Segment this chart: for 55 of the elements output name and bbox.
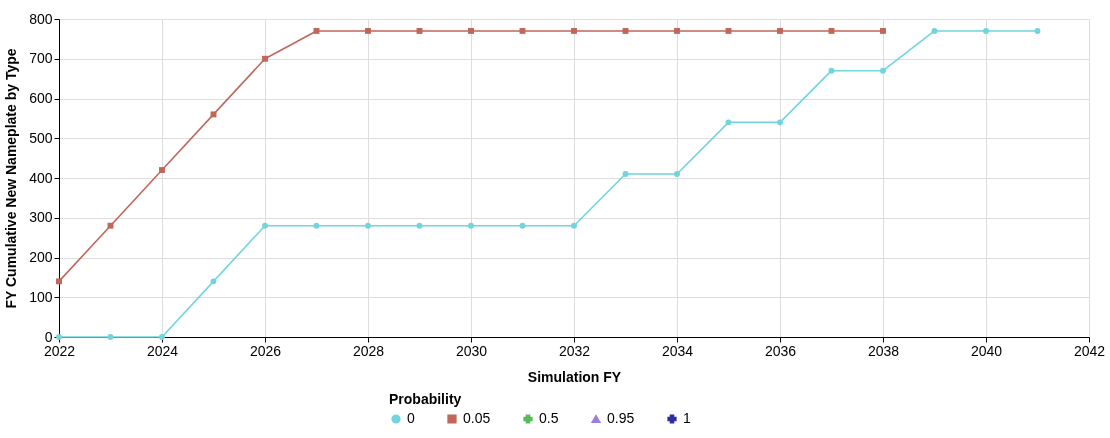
y-tick-label: 400 bbox=[29, 169, 53, 186]
y-tick-label: 600 bbox=[29, 90, 53, 106]
point bbox=[777, 27, 783, 34]
legend-label: 0.05 bbox=[463, 410, 491, 426]
x-tick-label: 2022 bbox=[43, 342, 76, 359]
point bbox=[416, 222, 423, 229]
point bbox=[365, 222, 371, 229]
x-tick-label: 2042 bbox=[1073, 342, 1106, 359]
legend-label: 0 bbox=[407, 410, 415, 426]
point bbox=[159, 167, 165, 174]
point bbox=[262, 55, 268, 62]
point bbox=[880, 27, 886, 34]
y-tick-label: 800 bbox=[29, 10, 53, 27]
legend-label: 0.95 bbox=[607, 410, 635, 426]
point bbox=[777, 119, 783, 126]
point bbox=[622, 171, 629, 177]
point bbox=[674, 27, 680, 34]
point bbox=[107, 334, 114, 340]
y-tick-label: 0 bbox=[44, 328, 53, 345]
point bbox=[210, 278, 217, 285]
point bbox=[313, 222, 320, 229]
point bbox=[56, 278, 62, 285]
x-tick-label: 2028 bbox=[352, 342, 385, 359]
point bbox=[468, 27, 474, 34]
point bbox=[262, 222, 268, 229]
point bbox=[880, 67, 886, 74]
legend-title: Probability bbox=[389, 391, 462, 407]
x-tick-label: 2024 bbox=[146, 342, 179, 359]
y-tick-label: 500 bbox=[29, 129, 53, 146]
x-tick-label: 2038 bbox=[867, 342, 900, 359]
point bbox=[365, 27, 371, 34]
x-tick-label: 2030 bbox=[455, 342, 488, 359]
legend-label: 1 bbox=[683, 410, 691, 426]
y-tick-label: 300 bbox=[29, 209, 53, 226]
x-tick-label: 2040 bbox=[970, 342, 1003, 359]
point bbox=[571, 222, 577, 229]
x-tick-label: 2034 bbox=[661, 342, 694, 359]
y-tick-label: 700 bbox=[29, 50, 53, 67]
point bbox=[828, 67, 835, 74]
y-tick-label: 100 bbox=[29, 288, 53, 305]
x-tick-label: 2032 bbox=[558, 342, 591, 359]
point bbox=[519, 222, 526, 229]
y-axis-title: FY Cumulative New Nameplate by Type bbox=[3, 48, 20, 309]
point bbox=[571, 27, 577, 34]
point bbox=[983, 27, 989, 34]
point bbox=[674, 171, 680, 177]
point bbox=[468, 222, 474, 229]
point bbox=[725, 119, 732, 126]
legend-label: 0.5 bbox=[539, 410, 559, 426]
y-tick-label: 200 bbox=[29, 249, 53, 265]
x-tick-label: 2026 bbox=[249, 342, 282, 359]
point bbox=[931, 27, 938, 34]
point bbox=[1034, 27, 1041, 34]
x-axis-title: Simulation FY bbox=[527, 368, 622, 385]
x-tick-label: 2036 bbox=[764, 342, 797, 359]
